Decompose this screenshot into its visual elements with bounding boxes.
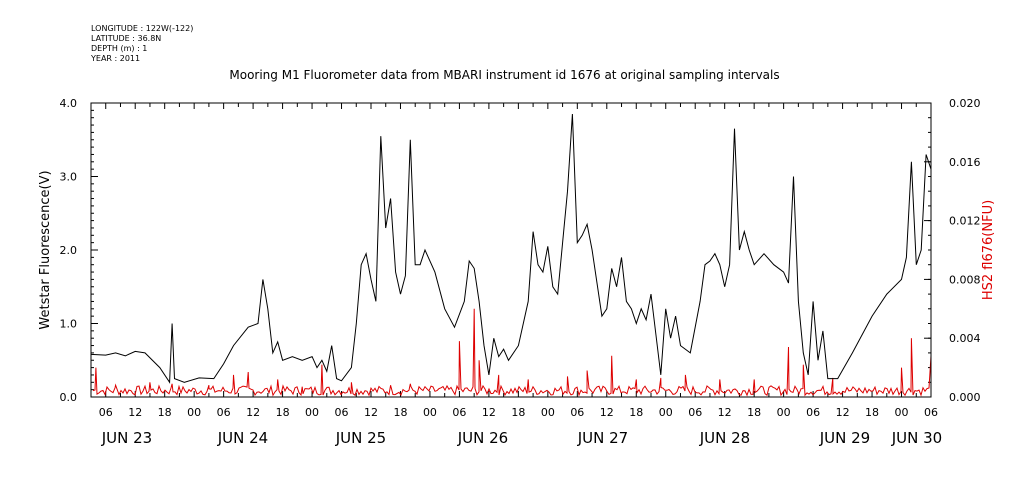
x-hour-tick-label: 00 (423, 406, 437, 419)
x-hour-tick-label: 12 (246, 406, 260, 419)
y-right-tick-label: 0.004 (949, 332, 981, 345)
x-day-label: JUN 30 (891, 429, 942, 447)
x-hour-tick-label: 06 (924, 406, 938, 419)
y-left-tick-label: 3.0 (60, 171, 78, 184)
x-day-label: JUN 26 (457, 429, 508, 447)
y-left-tick-label: 0.0 (60, 391, 78, 404)
x-hour-tick-label: 06 (806, 406, 820, 419)
series-line-hs2-fl676 (92, 308, 932, 397)
x-day-label: JUN 28 (699, 429, 750, 447)
meta-year: YEAR : 2011 (91, 54, 141, 63)
y-right-tick-label: 0.012 (949, 215, 981, 228)
plot-frame (90, 102, 932, 398)
x-hour-tick-label: 06 (452, 406, 466, 419)
x-hour-tick-label: 12 (718, 406, 732, 419)
x-hour-tick-label: 18 (629, 406, 643, 419)
y-left-tick-label: 2.0 (60, 244, 78, 257)
x-hour-tick-label: 18 (865, 406, 879, 419)
y-right-axis-label: HS2 fl676(NFU) (981, 200, 996, 300)
y-right-tick-label: 0.020 (949, 97, 981, 110)
x-day-label: JUN 29 (819, 429, 870, 447)
x-hour-tick-label: 00 (777, 406, 791, 419)
x-day-label: JUN 23 (101, 429, 152, 447)
x-hour-tick-label: 12 (364, 406, 378, 419)
meta-depth: DEPTH (m) : 1 (91, 44, 148, 53)
x-hour-tick-label: 00 (541, 406, 555, 419)
y-right-tick-label: 0.000 (949, 391, 981, 404)
x-hour-tick-label: 18 (747, 406, 761, 419)
x-hour-tick-label: 06 (688, 406, 702, 419)
x-day-label: JUN 24 (217, 429, 268, 447)
x-hour-tick-label: 06 (217, 406, 231, 419)
meta-longitude: LONGITUDE : 122W(-122) (91, 24, 194, 33)
x-hour-tick-label: 06 (570, 406, 584, 419)
x-hour-tick-label: 00 (659, 406, 673, 419)
y-left-axis-label: Wetstar Fluorescence(V) (38, 170, 53, 329)
x-hour-tick-label: 18 (511, 406, 525, 419)
y-left-tick-label: 4.0 (60, 97, 78, 110)
y-left-tick-label: 1.0 (60, 318, 78, 331)
x-hour-tick-label: 12 (600, 406, 614, 419)
x-hour-tick-label: 00 (187, 406, 201, 419)
x-day-label: JUN 25 (335, 429, 386, 447)
y-right-tick-label: 0.008 (949, 273, 981, 286)
x-hour-tick-label: 00 (895, 406, 909, 419)
chart-title: Mooring M1 Fluorometer data from MBARI i… (229, 68, 780, 82)
x-hour-tick-label: 06 (99, 406, 113, 419)
x-hour-tick-label: 06 (335, 406, 349, 419)
x-hour-tick-label: 18 (393, 406, 407, 419)
series-line-wetstar-fluorescence (90, 113, 932, 386)
y-right-tick-label: 0.016 (949, 156, 981, 169)
x-hour-tick-label: 00 (305, 406, 319, 419)
x-hour-tick-label: 18 (276, 406, 290, 419)
x-hour-tick-label: 12 (836, 406, 850, 419)
x-hour-tick-label: 12 (482, 406, 496, 419)
x-hour-tick-label: 18 (158, 406, 172, 419)
x-hour-tick-label: 12 (128, 406, 142, 419)
x-day-label: JUN 27 (577, 429, 628, 447)
meta-latitude: LATITUDE : 36.8N (91, 34, 162, 43)
